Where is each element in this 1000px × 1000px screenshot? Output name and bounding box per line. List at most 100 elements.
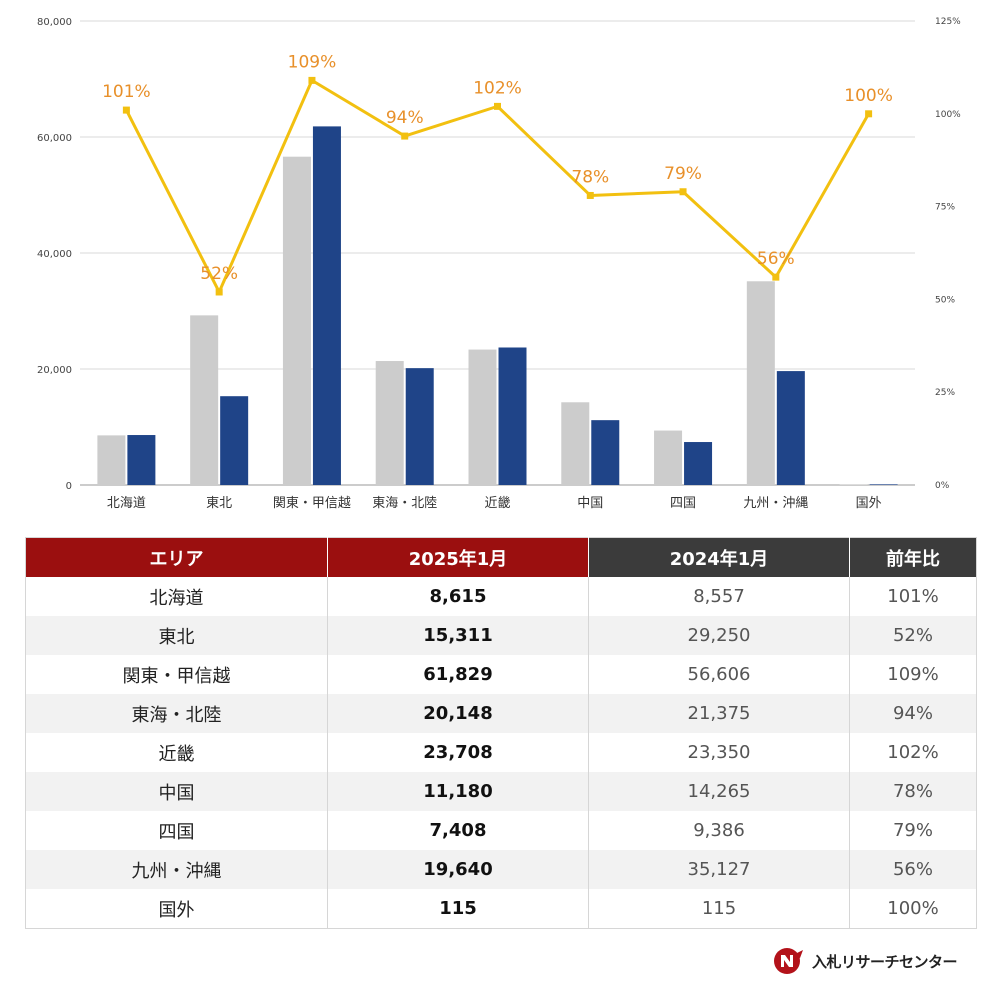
company-logo: 入札リサーチセンター: [772, 945, 958, 977]
cell-yoy-ratio: 56%: [849, 850, 977, 889]
table-header-row: エリア 2025年1月 2024年1月 前年比: [25, 537, 977, 577]
cell-yoy-ratio: 109%: [849, 655, 977, 694]
cell-area: 九州・沖縄: [25, 850, 328, 889]
x-tick-label: 近畿: [484, 496, 510, 511]
x-tick-label: 国外: [856, 496, 882, 511]
table-row: 近畿 23,708 23,350 102%: [25, 733, 977, 772]
y-right-tick-label: 100%: [935, 110, 961, 120]
cell-2024-jan: 14,265: [588, 772, 850, 811]
table-row: 関東・甲信越 61,829 56,606 109%: [25, 655, 977, 694]
table-row: 九州・沖縄 19,640 35,127 56%: [25, 850, 977, 889]
y-right-tick-label: 0%: [935, 481, 950, 491]
cell-2024-jan: 21,375: [588, 694, 850, 733]
cell-yoy-ratio: 52%: [849, 616, 977, 655]
x-tick-label: 東海・北陸: [372, 495, 437, 511]
table-row: 中国 11,180 14,265 78%: [25, 772, 977, 811]
header-area: エリア: [25, 537, 328, 577]
yoy-ratio-point: [772, 273, 780, 281]
cell-2025-jan: 115: [327, 889, 589, 929]
bar-2025-jan: [684, 442, 713, 485]
yoy-ratio-label: 78%: [571, 167, 609, 187]
bar-2025-jan: [869, 484, 898, 485]
bar-2025-jan: [776, 371, 805, 485]
data-table-container: エリア 2025年1月 2024年1月 前年比 北海道 8,615 8,557 101…: [25, 537, 977, 929]
bar-2025-jan: [591, 420, 620, 485]
cell-yoy-ratio: 79%: [849, 811, 977, 850]
bar-2025-jan: [498, 347, 527, 485]
y-left-tick-label: 0: [66, 481, 72, 492]
x-tick-label: 関東・甲信越: [273, 495, 351, 511]
cell-2025-jan: 20,148: [327, 694, 589, 733]
yoy-ratio-point: [494, 102, 501, 110]
header-yoy-ratio: 前年比: [849, 537, 977, 577]
cell-2024-jan: 29,250: [588, 616, 850, 655]
cell-2024-jan: 8,557: [588, 577, 850, 616]
y-left-tick-label: 80,000: [37, 17, 72, 28]
x-tick-label: 北海道: [107, 496, 146, 511]
cell-2025-jan: 19,640: [327, 850, 589, 889]
yoy-ratio-label: 56%: [757, 249, 795, 269]
cell-yoy-ratio: 94%: [849, 694, 977, 733]
cell-area: 近畿: [25, 733, 328, 772]
yoy-ratio-label: 102%: [473, 78, 522, 98]
bar-2024-jan: [282, 156, 311, 486]
cell-yoy-ratio: 101%: [849, 577, 977, 616]
bar-2024-jan: [97, 435, 126, 485]
bar-2024-jan: [746, 281, 775, 485]
x-tick-label: 東北: [206, 495, 232, 511]
bar-2024-jan: [468, 349, 497, 485]
header-2025-jan: 2025年1月: [327, 537, 589, 577]
cell-2025-jan: 11,180: [327, 772, 589, 811]
cell-2024-jan: 35,127: [588, 850, 850, 889]
table-row: 国外 115 115 100%: [25, 889, 977, 929]
x-tick-label: 四国: [670, 496, 696, 511]
cell-area: 中国: [25, 772, 328, 811]
table-row: 東北 15,311 29,250 52%: [25, 616, 977, 655]
nyusatsu-logo-icon: [774, 948, 803, 974]
y-left-tick-label: 40,000: [37, 249, 72, 260]
cell-area: 関東・甲信越: [25, 655, 328, 694]
cell-yoy-ratio: 100%: [849, 889, 977, 929]
y-left-tick-label: 60,000: [37, 133, 72, 144]
yoy-ratio-label: 109%: [288, 52, 337, 72]
cell-2025-jan: 7,408: [327, 811, 589, 850]
y-right-tick-label: 25%: [935, 388, 955, 398]
cell-yoy-ratio: 78%: [849, 772, 977, 811]
cell-2025-jan: 15,311: [327, 616, 589, 655]
bar-2024-jan: [654, 430, 683, 485]
chart-area: 0 20,000 40,000 60,000 80,000 0% 25% 50% 75% 100%…: [37, 17, 961, 511]
bar-2024-jan: [375, 361, 404, 485]
yoy-ratio-point: [586, 191, 594, 199]
y-right-tick-label: 125%: [935, 17, 961, 27]
cell-area: 東北: [25, 616, 328, 655]
yoy-ratio-point: [215, 288, 223, 296]
bar-2025-jan: [220, 396, 249, 485]
logo-text: 入札リサーチセンター: [812, 952, 958, 971]
cell-2024-jan: 56,606: [588, 655, 850, 694]
cell-2024-jan: 115: [588, 889, 850, 929]
cell-2025-jan: 23,708: [327, 733, 589, 772]
cell-2025-jan: 8,615: [327, 577, 589, 616]
cell-area: 北海道: [25, 577, 328, 616]
cell-2025-jan: 61,829: [327, 655, 589, 694]
bar-2025-jan: [127, 435, 156, 485]
y-right-tick-label: 75%: [935, 203, 955, 213]
yoy-ratio-label: 52%: [200, 264, 238, 284]
bar-2024-jan: [190, 315, 219, 485]
yoy-ratio-point: [308, 76, 316, 84]
y-left-tick-label: 20,000: [37, 365, 72, 376]
yoy-ratio-point: [401, 132, 409, 140]
cell-area: 東海・北陸: [25, 694, 328, 733]
table-row: 東海・北陸 20,148 21,375 94%: [25, 694, 977, 733]
yoy-ratio-point: [679, 188, 687, 196]
x-tick-label: 中国: [577, 496, 603, 511]
yoy-ratio-label: 100%: [844, 86, 893, 106]
yoy-ratio-point: [865, 110, 873, 118]
yoy-ratio-label: 79%: [664, 164, 702, 184]
bar-2024-jan: [561, 402, 590, 485]
yoy-ratio-label: 94%: [386, 108, 424, 128]
yoy-ratio-label: 101%: [102, 82, 151, 102]
table-body: 北海道 8,615 8,557 101% 東北 15,311 29,250 52% 関東・甲信越…: [25, 577, 977, 929]
cell-2024-jan: 23,350: [588, 733, 850, 772]
cell-area: 国外: [25, 889, 328, 929]
